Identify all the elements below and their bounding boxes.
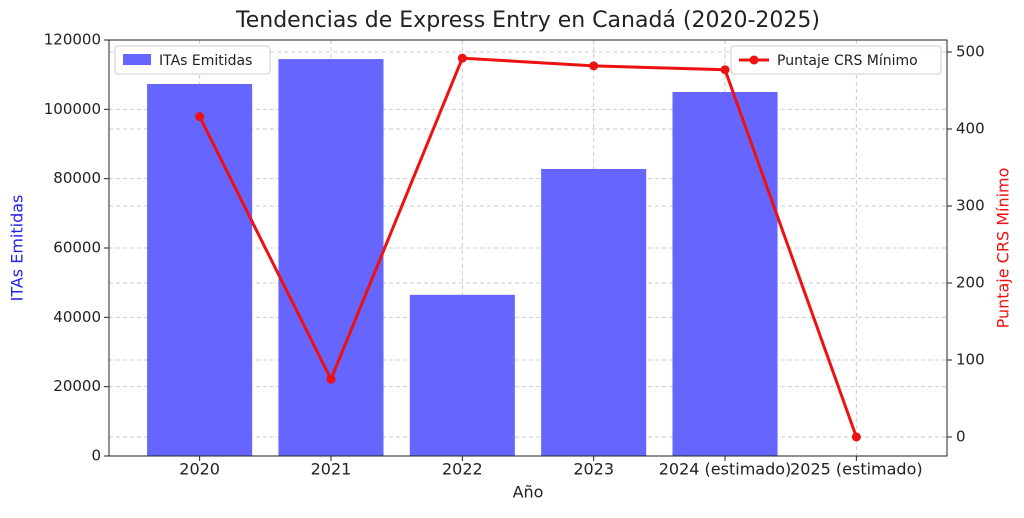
legend: ITAs Emitidas [114,45,271,75]
bar [672,92,778,456]
y-axis-label: ITAs Emitidas [8,195,27,302]
y-tick-label: 20000 [53,377,101,395]
y-tick-label: 120000 [44,31,101,49]
y-tick-label: 80000 [53,169,101,187]
y2-tick-label: 300 [956,196,985,214]
legend-box [730,45,942,75]
y2-tick-label: 0 [956,427,966,445]
point [720,65,730,75]
y-tick-label: 100000 [44,100,101,118]
point [851,432,861,442]
y-tick-label: 40000 [53,308,101,326]
chart-title: Tendencias de Express Entry en Canadá (2… [235,8,820,33]
legend-box [114,45,271,75]
x-tick-label: 2020 [179,460,220,479]
x-tick-label: 2023 [573,460,614,479]
y2-tick-label: 100 [956,350,985,368]
x-tick-label: 2024 (estimado) [659,460,792,479]
legend-swatch [749,55,759,65]
y-tick-label: 0 [91,447,101,465]
y2-tick-label: 500 [956,43,985,61]
x-tick-label: 2022 [442,460,483,479]
legend-swatch [123,54,151,65]
legend-label: Puntaje CRS Mínimo [777,53,918,69]
y2-tick-label: 400 [956,120,985,138]
bar [278,59,384,457]
x-tick-label: 2021 [311,460,352,479]
line [198,56,858,438]
bar [409,294,515,456]
y-tick-label: 60000 [53,239,101,257]
x-tick-label: 2025 (estimado) [790,460,923,479]
point [457,53,467,63]
point [195,112,205,122]
bar [541,168,647,456]
point [589,61,599,71]
y2-tick-label: 200 [956,273,985,291]
legend: Puntaje CRS Mínimo [730,45,942,75]
plot-frame [108,39,948,457]
x-axis-label: Año [513,483,544,502]
y2-axis-label: Puntaje CRS Mínimo [994,168,1013,329]
legend-label: ITAs Emitidas [159,53,252,69]
point [326,374,336,384]
bar [147,84,253,456]
